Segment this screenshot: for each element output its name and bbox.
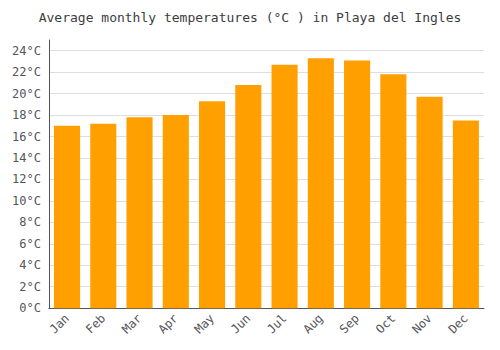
svg-text:8°C: 8°C — [19, 215, 41, 229]
svg-text:Nov: Nov — [409, 311, 434, 336]
svg-text:2°C: 2°C — [19, 280, 41, 294]
svg-text:20°C: 20°C — [12, 87, 41, 101]
svg-text:Aug: Aug — [301, 311, 326, 336]
svg-text:12°C: 12°C — [12, 172, 41, 186]
svg-text:24°C: 24°C — [12, 44, 41, 58]
svg-text:4°C: 4°C — [19, 258, 41, 272]
svg-text:Mar: Mar — [119, 311, 144, 336]
svg-text:May: May — [192, 311, 217, 336]
svg-text:0°C: 0°C — [19, 301, 41, 315]
svg-text:Oct: Oct — [373, 311, 398, 336]
svg-text:10°C: 10°C — [12, 194, 41, 208]
svg-text:Jan: Jan — [47, 311, 72, 336]
svg-text:6°C: 6°C — [19, 237, 41, 251]
svg-text:14°C: 14°C — [12, 151, 41, 165]
svg-text:22°C: 22°C — [12, 65, 41, 79]
svg-text:Apr: Apr — [156, 311, 181, 336]
svg-text:16°C: 16°C — [12, 130, 41, 144]
svg-text:Sep: Sep — [337, 311, 362, 336]
svg-text:Jul: Jul — [264, 311, 289, 336]
svg-text:Dec: Dec — [446, 311, 471, 336]
svg-text:Feb: Feb — [83, 311, 108, 336]
svg-text:Jun: Jun — [228, 311, 253, 336]
svg-text:18°C: 18°C — [12, 108, 41, 122]
svg-text:Average monthly temperatures (: Average monthly temperatures (°C ) in Pl… — [39, 10, 462, 25]
